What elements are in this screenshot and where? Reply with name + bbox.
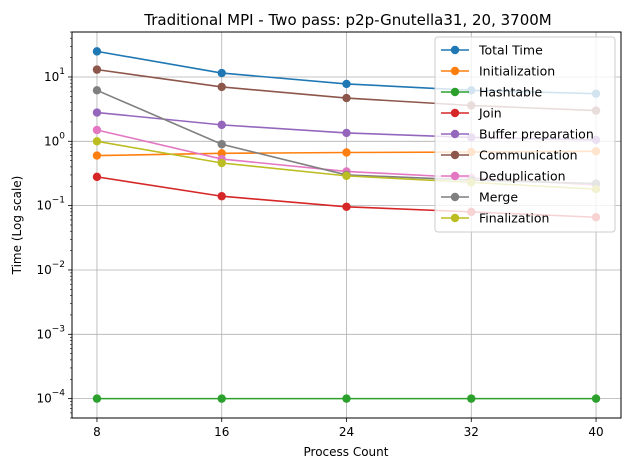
legend-label: Initialization bbox=[479, 64, 555, 79]
legend-entry: Hashtable bbox=[441, 85, 542, 100]
data-point bbox=[342, 394, 351, 403]
data-point bbox=[217, 68, 226, 78]
data-point bbox=[92, 394, 102, 403]
data-point bbox=[591, 394, 601, 403]
y-tick-label: 10−4 bbox=[36, 389, 65, 406]
legend-marker bbox=[450, 192, 460, 202]
data-point bbox=[92, 47, 102, 56]
data-point bbox=[92, 108, 102, 117]
x-tick-label: 32 bbox=[464, 425, 479, 439]
legend-entry: Finalization bbox=[441, 211, 549, 226]
legend-label: Join bbox=[478, 106, 502, 121]
data-point bbox=[217, 394, 226, 403]
legend-marker bbox=[450, 129, 460, 139]
data-point bbox=[92, 65, 102, 74]
legend-entry: Join bbox=[441, 106, 502, 121]
legend-entry: Initialization bbox=[441, 64, 555, 79]
legend-marker bbox=[450, 66, 460, 76]
legend-entry: Merge bbox=[441, 190, 518, 205]
legend-box bbox=[434, 36, 616, 233]
legend-marker bbox=[450, 150, 460, 160]
x-axis-ticks: 8 16 24 32 40 bbox=[93, 418, 604, 439]
data-point bbox=[342, 171, 351, 181]
data-point bbox=[342, 93, 351, 103]
legend-marker bbox=[450, 213, 460, 223]
data-point bbox=[217, 140, 226, 149]
y-tick-label: 10−3 bbox=[36, 324, 65, 341]
data-point bbox=[92, 151, 102, 160]
legend-label: Total Time bbox=[478, 43, 543, 58]
legend-marker bbox=[450, 45, 460, 55]
data-point bbox=[92, 172, 102, 182]
x-tick-label: 24 bbox=[339, 425, 354, 439]
legend-entry: Total Time bbox=[441, 43, 543, 58]
legend-label: Merge bbox=[479, 190, 518, 205]
data-point bbox=[342, 128, 351, 138]
data-point bbox=[217, 192, 226, 201]
data-point bbox=[342, 79, 351, 89]
data-point bbox=[92, 125, 102, 135]
chart-title: Traditional MPI - Two pass: p2p-Gnutella… bbox=[143, 11, 551, 29]
y-tick-label: 10−2 bbox=[36, 260, 65, 277]
y-tick-label: 100 bbox=[44, 131, 65, 148]
legend-label: Buffer preparation bbox=[479, 127, 594, 142]
legend-marker bbox=[450, 171, 460, 181]
x-tick-label: 16 bbox=[214, 425, 229, 439]
data-point bbox=[342, 148, 351, 157]
data-point bbox=[92, 137, 102, 146]
series-hashtable bbox=[92, 394, 601, 403]
y-axis-label: Time (Log scale) bbox=[10, 176, 24, 276]
legend: Total Time Initialization Hashtable Join Buf… bbox=[434, 36, 616, 233]
legend-entry: Deduplication bbox=[441, 169, 566, 184]
legend-entry: Buffer preparation bbox=[441, 127, 594, 142]
data-point bbox=[92, 86, 102, 95]
data-point bbox=[217, 82, 226, 92]
legend-label: Finalization bbox=[479, 211, 549, 226]
legend-entry: Communication bbox=[441, 148, 578, 163]
y-axis-ticks: 10−4 10−3 10−2 10−1 100 101 bbox=[36, 31, 72, 419]
data-point bbox=[217, 120, 226, 130]
legend-label: Hashtable bbox=[479, 85, 542, 100]
y-tick-label: 10−1 bbox=[36, 196, 65, 213]
x-axis-label: Process Count bbox=[304, 445, 389, 459]
x-tick-label: 8 bbox=[93, 425, 101, 439]
x-tick-label: 40 bbox=[588, 425, 603, 439]
data-point bbox=[217, 158, 226, 168]
legend-marker bbox=[450, 87, 460, 97]
data-point bbox=[467, 394, 476, 403]
legend-marker bbox=[450, 108, 460, 118]
legend-label: Deduplication bbox=[479, 169, 566, 184]
data-point bbox=[342, 202, 351, 211]
y-tick-label: 101 bbox=[44, 67, 65, 84]
legend-label: Communication bbox=[479, 148, 578, 163]
